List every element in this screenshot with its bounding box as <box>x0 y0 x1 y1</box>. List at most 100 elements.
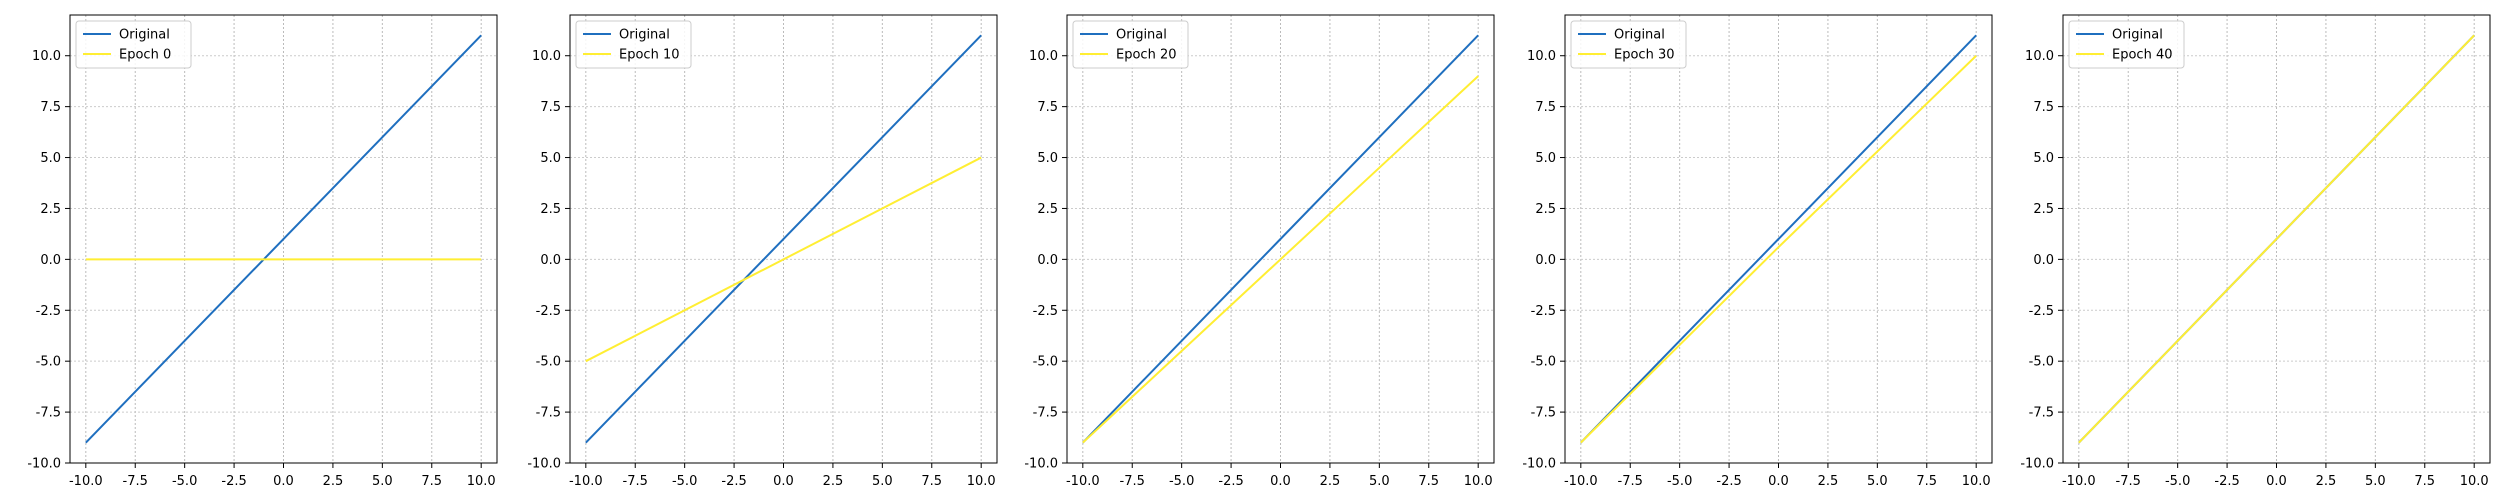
y-tick-label: -5.0 <box>536 355 561 370</box>
legend: Original Epoch 30 <box>1570 20 1687 69</box>
y-tick-label: -2.5 <box>1033 304 1058 319</box>
x-tick-label: 10.0 <box>2460 474 2489 489</box>
y-tick-label: 2.5 <box>40 202 61 217</box>
x-tick-label: 10.0 <box>1464 474 1493 489</box>
x-tick-label: -7.5 <box>2116 474 2141 489</box>
x-tick-label: 7.5 <box>921 474 942 489</box>
x-tick-label: 2.5 <box>1320 474 1341 489</box>
y-tick-label: -10.0 <box>27 457 61 472</box>
x-tick-label: 10.0 <box>1962 474 1991 489</box>
y-tick-label: 10.0 <box>1029 49 1058 64</box>
legend-box <box>575 20 692 69</box>
x-tick-label: -7.5 <box>1618 474 1643 489</box>
series-line-original <box>585 34 982 444</box>
x-tick-label: -10.0 <box>69 474 103 489</box>
y-tick-label: 10.0 <box>1527 49 1556 64</box>
y-tick-label: 5.0 <box>1535 151 1556 166</box>
y-tick-label: -10.0 <box>1522 457 1556 472</box>
y-tick-label: 0.0 <box>2033 253 2054 268</box>
y-tick-label: 10.0 <box>2025 49 2054 64</box>
x-tick-label: 5.0 <box>2365 474 2386 489</box>
series-line-original <box>85 34 482 444</box>
x-tick-label: -2.5 <box>1218 474 1243 489</box>
x-tick-label: -10.0 <box>2062 474 2096 489</box>
x-tick-label: 7.5 <box>1916 474 1937 489</box>
y-tick-label: 5.0 <box>540 151 561 166</box>
x-tick-label: -5.0 <box>2165 474 2190 489</box>
y-tick-label: 5.0 <box>1037 151 1058 166</box>
chart-panel-5: -10.0 -7.5 -5.0 -2.5 0.0 2.5 5.0 7.5 10.0 -10.0 -7… <box>2020 14 2491 489</box>
y-tick-label: 2.5 <box>2033 202 2054 217</box>
series-line-original <box>1580 34 1977 444</box>
y-tick-label: -7.5 <box>1531 406 1556 421</box>
legend-label: Epoch 10 <box>619 48 679 63</box>
y-tick-label: -5.0 <box>1033 355 1058 370</box>
chart-panel-2: -10.0 -7.5 -5.0 -2.5 0.0 2.5 5.0 7.5 10.0 -10.0 -7… <box>527 14 998 489</box>
x-tick-label: -7.5 <box>1120 474 1145 489</box>
legend-box <box>1570 20 1687 69</box>
y-tick-label: 10.0 <box>32 49 61 64</box>
x-tick-label: 7.5 <box>1418 474 1439 489</box>
x-tick-label: -10.0 <box>569 474 603 489</box>
y-tick-label: 7.5 <box>1535 100 1556 115</box>
y-tick-label: -2.5 <box>36 304 61 319</box>
x-tick-label: -10.0 <box>1066 474 1100 489</box>
y-tick-label: -2.5 <box>2029 304 2054 319</box>
series-line-trained <box>1580 55 1977 444</box>
legend-label: Epoch 40 <box>2112 48 2172 63</box>
x-tick-label: 2.5 <box>323 474 344 489</box>
y-tick-label: 5.0 <box>2033 151 2054 166</box>
x-tick-label: -2.5 <box>2214 474 2239 489</box>
y-tick-label: -2.5 <box>536 304 561 319</box>
x-tick-label: -7.5 <box>623 474 648 489</box>
x-tick-label: -10.0 <box>1564 474 1598 489</box>
legend-label: Epoch 30 <box>1614 48 1674 63</box>
y-tick-label: 0.0 <box>1037 253 1058 268</box>
y-tick-label: -10.0 <box>1024 457 1058 472</box>
y-tick-label: 5.0 <box>40 151 61 166</box>
y-tick-label: -7.5 <box>536 406 561 421</box>
y-tick-label: 2.5 <box>1037 202 1058 217</box>
y-tick-label: -7.5 <box>36 406 61 421</box>
y-tick-label: -5.0 <box>36 355 61 370</box>
legend-label: Epoch 0 <box>119 48 171 63</box>
y-tick-label: -10.0 <box>527 457 561 472</box>
y-tick-label: 2.5 <box>1535 202 1556 217</box>
legend: Original Epoch 40 <box>2068 20 2185 69</box>
series-line-original <box>1082 34 1479 444</box>
legend-label: Original <box>119 28 170 43</box>
x-tick-label: -5.0 <box>1667 474 1692 489</box>
x-tick-label: 0.0 <box>773 474 794 489</box>
chart-panel-4: -10.0 -7.5 -5.0 -2.5 0.0 2.5 5.0 7.5 10.0 -10.0 -7… <box>1522 14 1993 489</box>
x-tick-label: 2.5 <box>2316 474 2337 489</box>
legend-label: Original <box>2112 28 2163 43</box>
x-tick-label: 10.0 <box>467 474 496 489</box>
x-tick-label: -2.5 <box>721 474 746 489</box>
y-tick-label: 0.0 <box>40 253 61 268</box>
chart-panel-1: -10.0 -7.5 -5.0 -2.5 0.0 2.5 5.0 7.5 10.0 -10.0 -7… <box>27 14 498 489</box>
x-tick-label: -2.5 <box>1716 474 1741 489</box>
y-tick-label: -7.5 <box>1033 406 1058 421</box>
y-tick-label: 7.5 <box>540 100 561 115</box>
x-tick-label: 7.5 <box>421 474 442 489</box>
x-tick-label: -5.0 <box>1169 474 1194 489</box>
y-tick-label: 0.0 <box>540 253 561 268</box>
series-line-trained <box>1082 75 1479 444</box>
x-tick-label: 0.0 <box>2266 474 2287 489</box>
legend: Original Epoch 20 <box>1072 20 1189 69</box>
x-tick-label: -7.5 <box>123 474 148 489</box>
x-tick-label: 5.0 <box>372 474 393 489</box>
series-line-trained <box>2078 34 2475 444</box>
x-tick-label: 0.0 <box>1768 474 1789 489</box>
legend-label: Original <box>619 28 670 43</box>
y-tick-label: -5.0 <box>2029 355 2054 370</box>
y-tick-label: -5.0 <box>1531 355 1556 370</box>
y-tick-label: 7.5 <box>1037 100 1058 115</box>
x-tick-label: 10.0 <box>967 474 996 489</box>
series-line-trained <box>585 156 982 363</box>
y-tick-label: 0.0 <box>1535 253 1556 268</box>
y-tick-label: 7.5 <box>40 100 61 115</box>
x-tick-label: -5.0 <box>172 474 197 489</box>
y-tick-label: 10.0 <box>532 49 561 64</box>
